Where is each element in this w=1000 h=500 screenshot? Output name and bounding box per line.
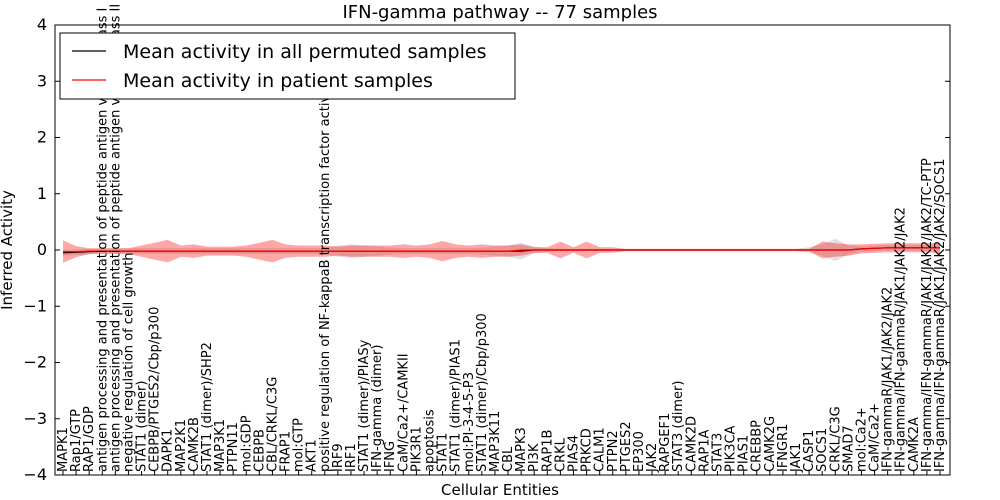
chart-title: IFN-gamma pathway -- 77 samples bbox=[342, 2, 657, 23]
x-category-label: CBL/CRKL/C3G bbox=[265, 377, 280, 472]
x-category-label: IRF1 bbox=[344, 443, 359, 472]
x-category-label: STAT1 bbox=[436, 433, 451, 472]
x-category-label: PIK3R1 bbox=[409, 426, 424, 472]
x-category-label: IFN-gamma/IFN-gammaR/JAK1/JAK2/JAK2/TC-P… bbox=[920, 158, 935, 472]
x-category-label: CASP1 bbox=[802, 430, 817, 472]
y-tick-label: −1 bbox=[23, 296, 47, 315]
x-category-label: FRAP1 bbox=[279, 431, 294, 472]
x-category-label: Rap1/GTP bbox=[69, 409, 84, 472]
x-category-label: STAT1 (dimer)/SHP2 bbox=[200, 342, 215, 472]
x-category-label: mol:Ca2+ bbox=[855, 407, 870, 472]
y-axis: −4 −3 −2 −1 0 1 2 3 4 bbox=[23, 15, 950, 484]
x-category-label: RAP1B bbox=[540, 430, 555, 472]
legend-box bbox=[59, 32, 516, 100]
band-permuted bbox=[63, 238, 940, 262]
x-category-label: CBL bbox=[501, 446, 516, 472]
x-category-label: IFN-gamma (dimer) bbox=[370, 345, 385, 472]
x-category-label: CEBPB bbox=[252, 429, 267, 472]
y-tick-label: 4 bbox=[37, 15, 47, 34]
x-category-label: MAPK3 bbox=[514, 427, 529, 472]
y-axis-label: Inferred Activity bbox=[0, 190, 16, 310]
x-category-label: MAP3K1 bbox=[213, 419, 228, 472]
x-category-label: STAT1 (dimer)/Cbp/p300 bbox=[475, 313, 490, 472]
x-category-label: CAMK2D bbox=[684, 416, 699, 472]
x-category-label: STAT3 bbox=[711, 433, 726, 472]
x-category-label: SOCS1 bbox=[815, 428, 830, 472]
x-category-label: PIAS4 bbox=[567, 435, 582, 472]
x-category-label: CEBPB/PTGES2/Cbp/p300 bbox=[148, 307, 163, 472]
x-category-label: mol:PI-3-4-5-P3 bbox=[462, 372, 477, 472]
x-category-label: apoptosis bbox=[423, 409, 438, 472]
x-category-label: CRKL/C3G bbox=[828, 406, 843, 472]
x-category-label: mol:GDP bbox=[239, 415, 254, 472]
mean-lines bbox=[62, 247, 940, 254]
x-category-label: positive regulation of NF-kappaB transcr… bbox=[318, 78, 333, 472]
x-category-label: RAPGEF1 bbox=[658, 413, 673, 472]
x-category-label: mol:GTP bbox=[292, 418, 307, 472]
x-category-label: EP300 bbox=[632, 431, 647, 472]
x-category-label: RAP1A bbox=[697, 429, 712, 472]
x-category-label: CaM/Ca2+ bbox=[868, 403, 883, 472]
y-tick-label: −4 bbox=[23, 465, 47, 484]
x-category-label: CALM1 bbox=[593, 427, 608, 472]
x-category-label: IFNG bbox=[383, 441, 398, 472]
x-category-label: PTPN11 bbox=[226, 422, 241, 472]
x-category-label: STAT1 (dimer)/PIAS1 bbox=[449, 339, 464, 472]
y-tick-label: 1 bbox=[37, 184, 47, 203]
x-category-label: IFN-gammaR/JAK1/JAK2/JAK2 bbox=[881, 287, 896, 472]
x-category-label: PTGES2 bbox=[619, 421, 634, 472]
x-category-label: antigen processing and presentation of p… bbox=[95, 8, 110, 472]
x-axis-label: Cellular Entities bbox=[441, 481, 559, 499]
x-category-label: CREBBP bbox=[750, 420, 765, 472]
x-category-label: CAMK2A bbox=[907, 417, 922, 472]
x-category-label: CAMK2B bbox=[187, 417, 202, 472]
y-tick-label: 3 bbox=[37, 71, 47, 90]
x-category-label: DAPK1 bbox=[161, 429, 176, 472]
x-category-label: CaM/Ca2+/CAMKII bbox=[396, 353, 411, 472]
y-tick-label: 2 bbox=[37, 128, 47, 147]
y-tick-label: −3 bbox=[23, 409, 47, 428]
x-category-label: IFN-gamma/IFN-gammaR/JAK1/JAK2/JAK2/SOCS… bbox=[933, 159, 948, 472]
series-line-patient bbox=[63, 247, 940, 253]
x-category-label: PRKCD bbox=[580, 428, 595, 472]
x-category-label: CRKL bbox=[553, 437, 568, 472]
x-category-label: STAT1 (dimer)/PIASy bbox=[357, 339, 372, 472]
x-category-label: PI3K bbox=[527, 443, 542, 472]
y-tick-label: −2 bbox=[23, 353, 47, 372]
x-category-label: IRF9 bbox=[331, 443, 346, 472]
x-category-label: PTPN2 bbox=[606, 430, 621, 472]
x-category-label: CAMK2G bbox=[763, 416, 778, 472]
x-category-label: JAK2 bbox=[645, 443, 660, 473]
x-category-label: SMAD7 bbox=[841, 425, 856, 472]
legend-label: Mean activity in all permuted samples bbox=[123, 41, 486, 63]
x-category-label: PIAS1 bbox=[737, 435, 752, 472]
y-tick-label: 0 bbox=[37, 240, 47, 259]
x-category-label: antigen processing and presentation of p… bbox=[108, 4, 123, 472]
x-category-label: IFN-gamma/IFN-gammaR/JAK1/JAK2/JAK2 bbox=[894, 207, 909, 472]
x-category-label: STAT3 (dimer) bbox=[671, 381, 686, 472]
x-category-label: MAP2K1 bbox=[174, 419, 189, 472]
x-category-label: MAPK1 bbox=[56, 427, 71, 472]
legend-label: Mean activity in patient samples bbox=[123, 70, 433, 92]
x-category-label: STAT1 (dimer) bbox=[135, 381, 150, 472]
x-category-label: JAK1 bbox=[789, 443, 804, 473]
x-category-label: IFNGR1 bbox=[776, 424, 791, 472]
x-category-label: PIK3CA bbox=[724, 425, 739, 472]
x-category-label: negative regulation of cell growth bbox=[121, 252, 136, 472]
legend: Mean activity in all permuted samples Mea… bbox=[59, 32, 516, 100]
x-category-label: RAP1/GDP bbox=[82, 406, 97, 472]
x-category-label: MAP3K11 bbox=[488, 411, 503, 472]
x-category-label: AKT1 bbox=[305, 439, 320, 472]
